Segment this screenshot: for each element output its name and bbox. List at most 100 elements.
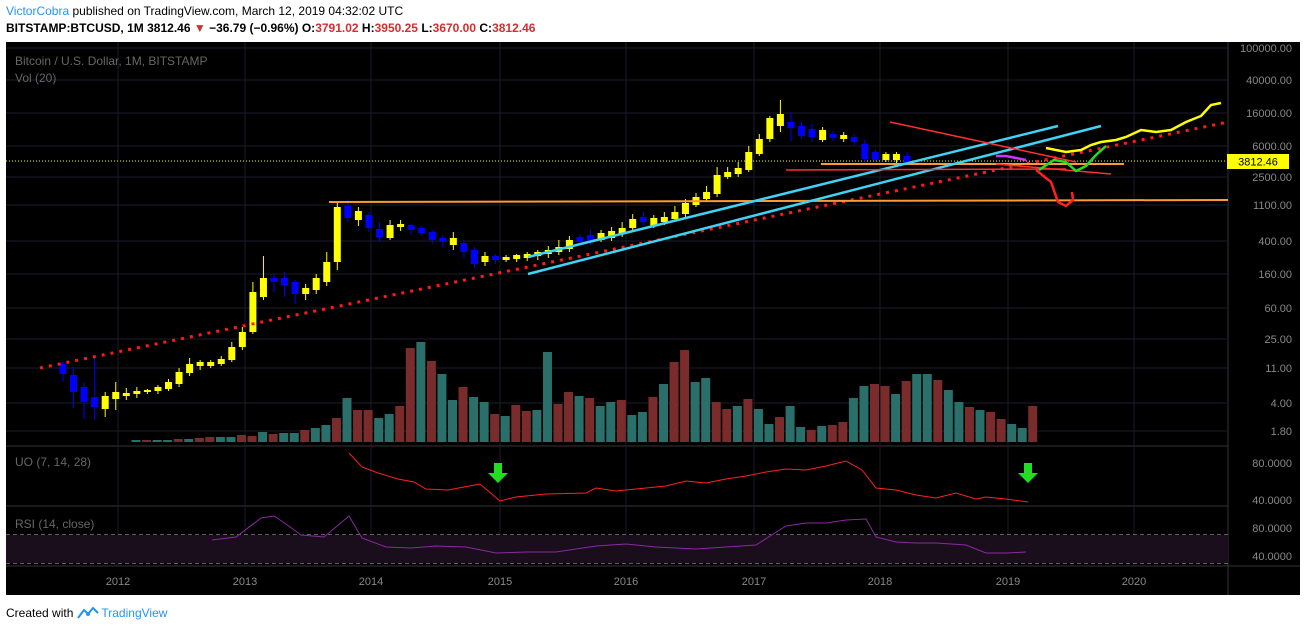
price-axis-label: 60.00 [1264,303,1292,315]
candle-body [323,262,331,282]
volume-bar [521,411,531,442]
volume-bar [215,437,225,442]
volume-bar [405,348,415,442]
open-label: O: [301,21,316,35]
volume-bar [553,404,563,442]
candle-body [365,215,373,228]
time-axis-label: 2019 [996,576,1020,588]
candle-body [808,129,816,137]
candle-body [312,278,320,290]
volume-bar [500,416,510,442]
chart-canvas[interactable]: 100000.00 40000.00 16000.00 6000.00 2500.00 1… [6,42,1300,595]
volume-bar [258,432,268,442]
volume-bar [996,419,1006,442]
volume-bar [817,426,827,442]
volume-bar [912,374,922,442]
price-axis-label: 25.00 [1264,334,1292,346]
candle-body [492,256,500,260]
volume-bar [279,433,289,442]
candle-body [639,217,647,222]
volume-bar [458,387,468,442]
rsi-label: RSI (14, close) [15,517,94,531]
volume-bar [342,398,352,442]
chart-area[interactable]: 100000.00 40000.00 16000.00 6000.00 2500.00 1… [6,42,1300,595]
candle-body [354,211,362,220]
volume-bar [954,402,964,442]
volume-bar [975,410,985,442]
candle-body [819,130,827,140]
projection-yellow [1045,101,1222,154]
channel-lower [527,124,1059,259]
candle-body [196,362,204,366]
volume-bar [922,374,932,442]
candle-body [165,382,172,389]
volume-bar [363,410,373,442]
wedge-line [995,163,1112,175]
volume-bar [300,430,310,442]
volume-bar [173,439,183,442]
down-arrow-icon: ▼ [193,21,206,35]
candle-body [903,156,911,163]
volume-bar [680,350,690,442]
volume-bar [901,381,911,442]
volume-bar [964,407,974,442]
high-label: H: [361,21,375,35]
candle-body [829,134,837,138]
volume-bar [1017,428,1027,442]
close-value: 3812.46 [492,21,536,35]
candle-body [681,203,689,214]
volume-bar [542,352,552,442]
volume-bar [152,440,162,442]
candle-body [660,217,668,222]
candle-body [755,139,763,154]
candle-body [291,282,299,294]
candle-body [449,238,457,245]
volume-bar [775,417,785,442]
indicator-axis-label: 80.0000 [1252,523,1292,535]
last-price: 3812.46 [147,21,191,35]
volume-bar [669,362,679,442]
volume-bar [891,394,901,442]
author-link[interactable]: VictorCobra [6,4,70,18]
volume-bar [627,415,637,442]
candle-body [249,292,257,332]
volume-bar [353,410,363,442]
tradingview-brand[interactable]: TradingView [101,606,168,620]
pane-title: Bitcoin / U.S. Dollar, 1M, BITSTAMP [15,54,208,68]
low-label: L: [421,21,433,35]
indicator-axis-label: 40.0000 [1252,551,1292,563]
candle-body [59,364,67,374]
volume-bar [564,392,574,442]
uo-label: UO (7, 14, 28) [15,455,91,469]
candle-body [238,332,246,347]
volume-bar [732,406,742,442]
candle-body [745,152,753,170]
volume-bar [648,397,658,442]
candle-body [122,393,130,396]
candle-body [460,243,468,252]
candle-body [281,278,289,285]
candle-body [270,278,278,282]
indicator-axis-label: 80.0000 [1252,458,1292,470]
published-text: published on TradingView.com, March 12, … [72,4,404,18]
created-with-text: Created with [6,606,74,620]
price-axis-label: 6000.00 [1252,141,1292,153]
volume-bar [237,435,246,442]
candle-body [143,390,151,392]
volume-bar [490,414,500,442]
symbol-label: BITSTAMP:BTCUSD, 1M [6,21,144,35]
volume-bar [1007,424,1017,442]
volume-bar [659,384,668,442]
candle-body [154,387,162,391]
volume-bar [870,384,879,442]
candle-body [840,135,848,139]
candle-body [207,362,215,366]
volume-bar [395,406,405,442]
candle-body [871,152,879,160]
candle-body [734,168,742,174]
volume-bar [785,406,795,442]
volume-bar [796,427,806,442]
volume-bar [616,400,626,442]
time-axis-label: 2016 [614,576,638,588]
volume-bar [289,433,299,442]
